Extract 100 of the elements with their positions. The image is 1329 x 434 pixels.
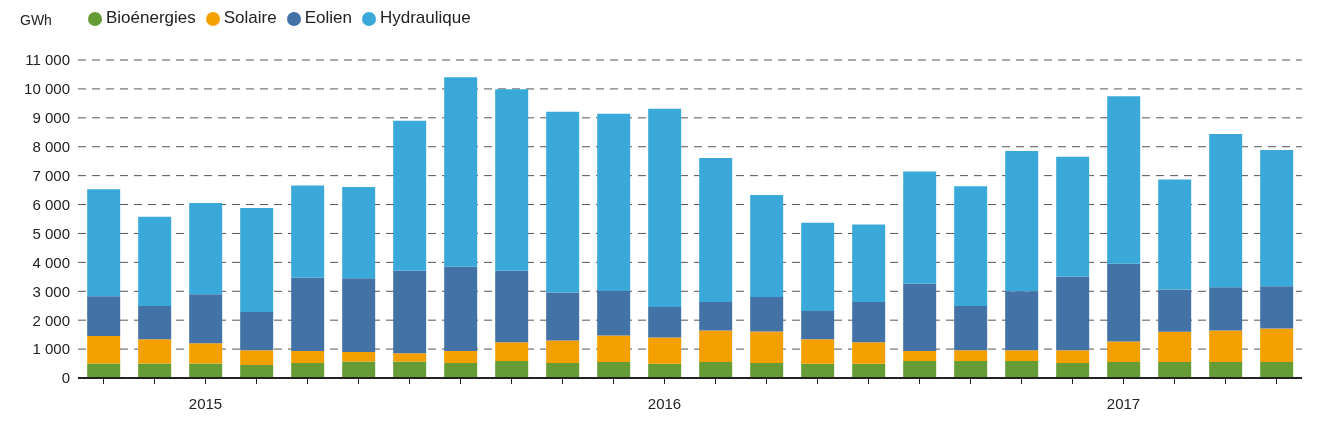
legend-label: Solaire [223, 8, 277, 27]
y-axis-title: GWh [20, 12, 52, 28]
bar [597, 113, 631, 291]
bar [138, 339, 172, 364]
bar [393, 270, 427, 354]
y-tick-label: 7 000 [32, 166, 70, 184]
bar [495, 360, 529, 378]
bar [1107, 263, 1141, 342]
bar [801, 363, 835, 378]
bar [291, 362, 325, 378]
bar [750, 362, 784, 378]
bar [87, 336, 121, 364]
bar [903, 351, 937, 361]
bar [546, 292, 580, 341]
bar [699, 330, 733, 363]
bar [1260, 362, 1294, 378]
bar [1056, 156, 1090, 277]
bar [240, 350, 274, 365]
y-tick-label: 6 000 [32, 195, 70, 213]
bar [954, 360, 988, 378]
y-tick-label: 4 000 [32, 253, 70, 271]
bar [342, 351, 376, 362]
bar [1107, 341, 1141, 363]
bar [138, 306, 172, 340]
bar [87, 296, 121, 337]
bar [648, 108, 682, 307]
y-tick-label: 2 000 [32, 311, 70, 329]
legend-label: Hydraulique [379, 8, 471, 27]
bar [1005, 151, 1039, 292]
bar [801, 222, 835, 311]
bar [750, 195, 784, 298]
bar [189, 363, 223, 378]
y-tick-label: 5 000 [32, 224, 70, 242]
bar [189, 343, 223, 364]
bar [189, 203, 223, 295]
bar [1005, 350, 1039, 361]
bar [1005, 291, 1039, 351]
y-tick-label: 11 000 [25, 51, 70, 69]
bar [852, 301, 886, 343]
bar [801, 339, 835, 364]
bar [87, 363, 121, 378]
bar [954, 306, 988, 351]
bar [393, 361, 427, 378]
y-tick-label: 8 000 [32, 138, 70, 156]
bar [393, 120, 427, 271]
legend-label: Eolien [304, 8, 352, 27]
bar [852, 224, 886, 302]
bar [546, 111, 580, 293]
bar [852, 342, 886, 364]
bar [495, 342, 529, 361]
bar [852, 363, 886, 378]
bar [495, 270, 529, 343]
bar [1158, 289, 1192, 332]
bar [903, 171, 937, 284]
bar [444, 266, 478, 352]
bar [342, 361, 376, 378]
bar [240, 208, 274, 313]
y-tick-label: 1 000 [32, 340, 70, 358]
bar [1056, 276, 1090, 351]
bar [648, 337, 682, 364]
bar [1056, 350, 1090, 363]
bar [1107, 96, 1141, 264]
bar [699, 158, 733, 302]
bar [1158, 331, 1192, 363]
bar [1209, 362, 1243, 378]
bar [291, 351, 325, 363]
bar [291, 277, 325, 352]
bar [597, 290, 631, 336]
bar [750, 331, 784, 363]
x-tick-label: 2017 [1106, 394, 1141, 412]
bar [1158, 362, 1192, 378]
bar [597, 362, 631, 378]
bar [1209, 330, 1243, 363]
bar [1260, 286, 1294, 329]
bar [1158, 179, 1192, 290]
y-tick-label: 0 [61, 369, 70, 387]
bar [495, 89, 529, 271]
bar [342, 278, 376, 352]
y-tick-label: 9 000 [32, 109, 70, 127]
bar [1260, 328, 1294, 363]
y-tick-label: 3 000 [32, 282, 70, 300]
x-tick-label: 2016 [647, 394, 682, 412]
bar [597, 335, 631, 363]
bar [444, 362, 478, 378]
bar [138, 216, 172, 307]
bar [1005, 360, 1039, 378]
bar [393, 353, 427, 362]
bar [546, 362, 580, 378]
bar [699, 301, 733, 331]
bar [240, 364, 274, 378]
bar [240, 312, 274, 351]
bar [1209, 287, 1243, 331]
bar [903, 360, 937, 378]
bar [954, 186, 988, 307]
bar [954, 350, 988, 361]
bar [444, 351, 478, 363]
bar [1107, 362, 1141, 378]
bar [138, 363, 172, 378]
bar [699, 362, 733, 378]
bar [750, 297, 784, 332]
